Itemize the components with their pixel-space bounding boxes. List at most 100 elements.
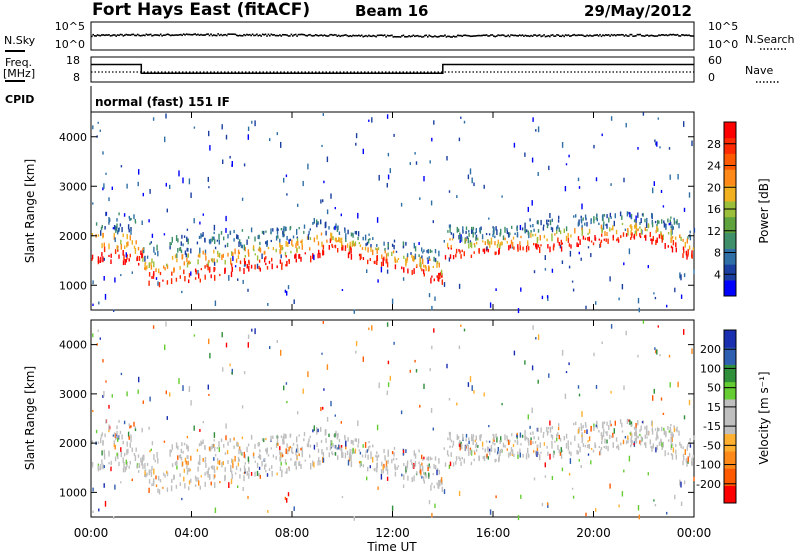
power-cell xyxy=(270,239,272,243)
power-cell xyxy=(448,257,451,262)
power-cell xyxy=(253,249,255,252)
power-cell xyxy=(213,267,215,273)
velocity-cell xyxy=(629,419,631,425)
noise-point xyxy=(551,34,554,36)
velocity-cell xyxy=(150,469,152,473)
power-cell xyxy=(449,227,451,233)
velocity-cell xyxy=(258,442,260,445)
noise-point xyxy=(642,35,644,37)
velocity-cell xyxy=(490,444,493,449)
velocity-cell xyxy=(575,421,577,426)
velocity-cell xyxy=(127,448,129,454)
noise-point xyxy=(602,34,604,36)
power-cell xyxy=(669,219,671,223)
velocity-cell xyxy=(293,506,295,511)
power-cell xyxy=(102,232,104,238)
power-cell xyxy=(516,234,519,238)
power-cell xyxy=(265,256,267,260)
velocity-cell xyxy=(316,429,318,435)
noise-point xyxy=(154,34,156,36)
power-cell xyxy=(287,242,289,247)
power-cell xyxy=(370,247,372,252)
power-cell xyxy=(653,292,655,295)
power-cell xyxy=(601,133,603,137)
power-cell xyxy=(295,258,297,263)
velocity-cell xyxy=(602,421,604,428)
power-cell xyxy=(208,239,211,244)
noise-point xyxy=(299,33,301,36)
noise-point xyxy=(385,36,387,38)
power-cell xyxy=(92,125,94,130)
noise-point xyxy=(185,33,188,35)
velocity-cell xyxy=(625,330,627,336)
power-cell xyxy=(292,244,294,247)
power-cell xyxy=(433,278,435,282)
power-cell xyxy=(207,265,209,271)
velocity-cell xyxy=(661,444,663,450)
power-cell xyxy=(513,246,515,250)
power-cell xyxy=(547,296,549,301)
power-cell xyxy=(108,243,110,250)
power-cell xyxy=(587,237,589,241)
power-cell xyxy=(670,216,672,219)
power-cell xyxy=(288,239,290,244)
power-cell xyxy=(248,265,250,272)
power-cell xyxy=(579,239,581,245)
velocity-cell xyxy=(133,421,135,427)
noise-point xyxy=(195,34,198,36)
velocity-cell xyxy=(427,456,429,461)
velocity-cell xyxy=(280,349,282,356)
noise-point xyxy=(177,34,179,36)
power-cell xyxy=(183,269,185,275)
velocity-cell xyxy=(458,490,461,496)
power-cell xyxy=(414,246,417,252)
power-cell xyxy=(656,226,658,231)
noise-point xyxy=(586,34,588,37)
power-cell xyxy=(657,228,659,232)
noise-right-tick-low: 10^0 xyxy=(708,38,738,51)
velocity-cell xyxy=(166,471,169,477)
velocity-cell xyxy=(126,461,128,464)
noise-point xyxy=(429,35,432,37)
frequency-left-tick-low: 8 xyxy=(73,71,80,84)
velocity-cell xyxy=(458,456,460,459)
velocity-cell xyxy=(657,325,659,328)
velocity-cell xyxy=(142,464,144,470)
x-tick-label: 12:00 xyxy=(375,526,410,540)
velocity-cell xyxy=(392,457,395,461)
power-cell xyxy=(661,219,663,224)
noise-point xyxy=(590,35,593,37)
power-cell xyxy=(671,228,673,235)
velocity-cell xyxy=(205,463,207,468)
noise-point xyxy=(455,35,458,38)
power-cell xyxy=(438,273,440,276)
velocity-cell xyxy=(364,454,367,458)
noise-point xyxy=(678,35,680,37)
velocity-cell xyxy=(500,436,502,443)
noise-point xyxy=(159,33,162,36)
power-cell xyxy=(342,245,344,251)
noise-point xyxy=(574,34,577,37)
noise-point xyxy=(281,33,284,36)
power-cell xyxy=(547,219,550,222)
velocity-cell xyxy=(165,390,167,395)
power-cell xyxy=(204,253,206,256)
power-cell xyxy=(200,268,202,271)
velocity-cell xyxy=(185,460,187,465)
velocity-cell xyxy=(370,454,372,460)
power-cell xyxy=(653,181,655,186)
power-cell xyxy=(486,239,489,244)
velocity-cell xyxy=(287,449,289,455)
velocity-cell xyxy=(318,457,320,462)
power-cell xyxy=(588,236,590,242)
power-cell xyxy=(246,239,248,245)
power-colorbar-tick-label: 4 xyxy=(714,268,721,281)
noise-point xyxy=(507,34,509,37)
power-cell xyxy=(619,211,622,217)
velocity-cell xyxy=(349,452,351,459)
velocity-cell xyxy=(232,459,234,465)
noise-point xyxy=(432,35,435,38)
power-cell xyxy=(601,227,603,232)
noise-point xyxy=(402,34,405,37)
velocity-cell xyxy=(326,447,328,451)
